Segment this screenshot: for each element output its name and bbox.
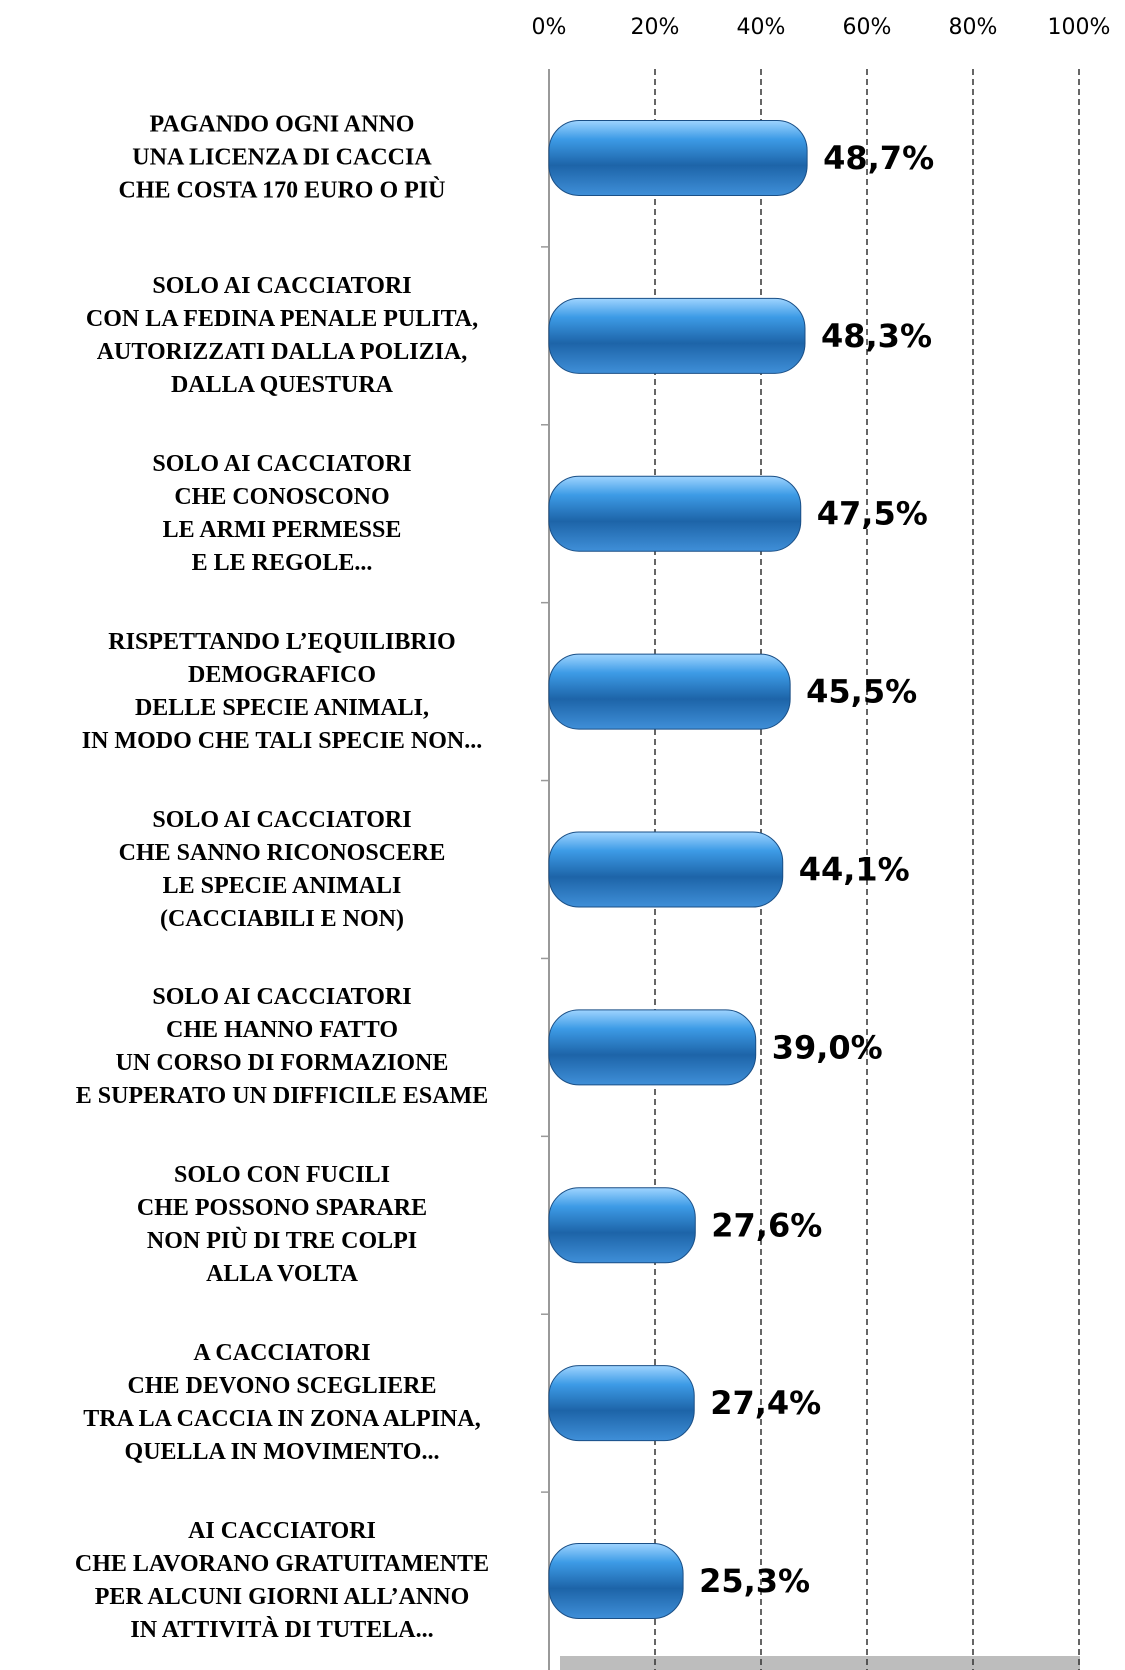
value-label: 47,5% [817,495,928,533]
bar [548,1365,695,1442]
bar [548,831,784,908]
bar [548,297,806,374]
value-label: 48,7% [823,139,934,177]
bar [548,1543,684,1620]
value-label: 27,4% [710,1384,821,1422]
floor [560,1656,1080,1670]
value-label: 39,0% [772,1028,883,1066]
y-tick-label: SOLO AI CACCIATORI CON LA FEDINA PENALE … [85,272,479,398]
y-tick-label: PAGANDO OGNI ANNO UNA LICENZA DI CACCIA … [118,111,446,204]
x-tick-label: 100% [1048,15,1111,40]
y-tick-label: SOLO AI CACCIATORI CHE HANNO FATTO UN CO… [75,984,489,1110]
x-tick-label: 80% [949,15,998,40]
bar [548,1187,696,1264]
y-tick-label: A CACCIATORI CHE DEVONO SCEGLIERE TRA LA… [83,1340,481,1466]
y-tick-label: RISPETTANDO L’EQUILIBRIO DEMOGRAFICO DEL… [81,628,483,754]
bar [548,475,802,552]
y-tick-label: SOLO AI CACCIATORI CHE CONOSCONO LE ARMI… [152,450,412,576]
y-tick-label: SOLO AI CACCIATORI CHE SANNO RICONOSCERE… [118,806,446,932]
value-label: 48,3% [821,317,932,355]
y-tick-label: SOLO CON FUCILI CHE POSSONO SPARARE NON … [136,1162,428,1288]
value-label: 25,3% [699,1562,810,1600]
value-label: 45,5% [806,673,917,711]
value-label: 44,1% [799,851,910,889]
x-tick-label: 20% [631,15,680,40]
x-tick-label: 60% [843,15,892,40]
bar [548,1009,757,1086]
x-tick-label: 40% [737,15,786,40]
x-tick-label: 0% [532,15,567,40]
value-label: 27,6% [711,1206,822,1244]
bar [548,653,791,730]
y-tick-label: AI CACCIATORI CHE LAVORANO GRATUITAMENTE… [74,1518,490,1644]
bar [548,119,808,196]
